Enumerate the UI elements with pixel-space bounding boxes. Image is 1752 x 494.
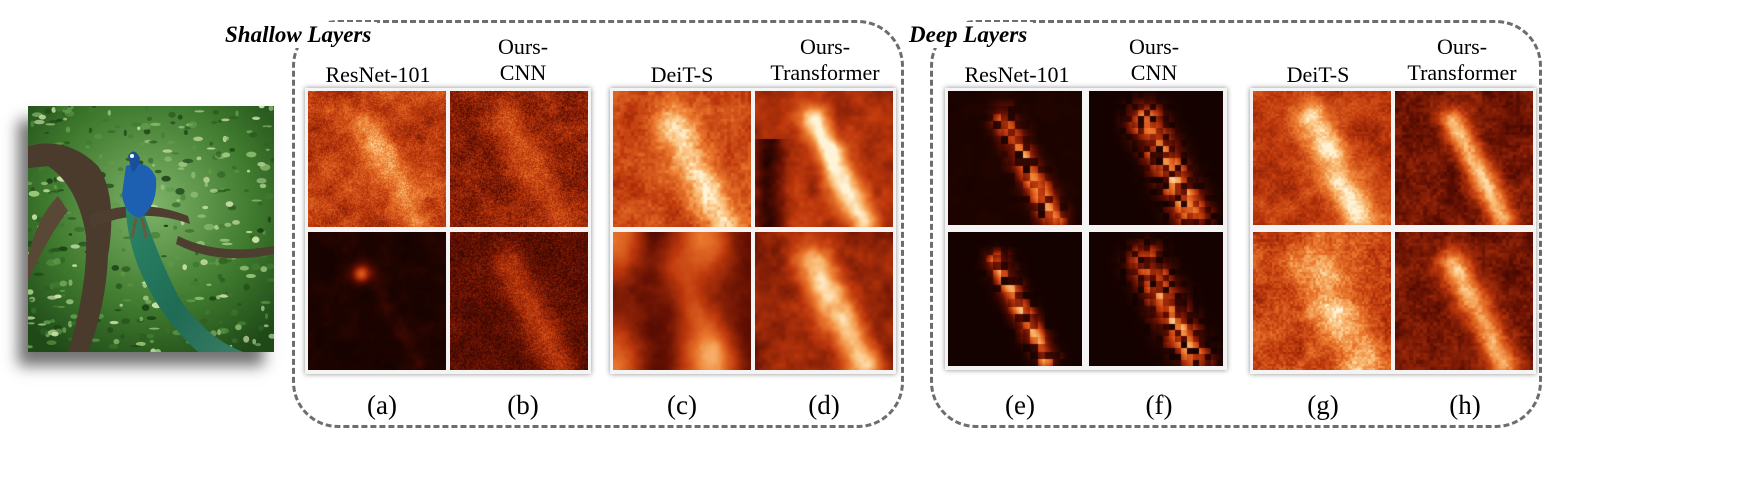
heatmap-g-top [1253,91,1391,225]
column-header-line1: ResNet-101 [964,62,1070,87]
column-header-b: Ours- CNN [443,34,603,86]
heatmap-e-top [948,91,1082,225]
heatmap-f-top [1089,91,1223,225]
heatmap-f-bottom [1089,232,1223,366]
heatmap-h-top [1395,91,1533,225]
subfigure-label-f: (f) [1145,390,1173,420]
column-header-line2: Transformer [770,60,880,85]
column-header-d: Ours- Transformer [745,34,905,86]
column-header-line1: Ours- [799,34,851,59]
peacock-photo [23,103,278,355]
deep-layers-title: Deep Layers [903,22,1034,48]
column-header-e: ResNet-101 [937,62,1097,88]
column-header-line2: CNN [499,60,547,85]
column-header-a: ResNet-101 [298,62,458,88]
heatmap-a-bottom [308,232,446,370]
heatmap-b-bottom [450,232,588,370]
subfigure-label-e: (e) [1005,390,1035,420]
column-header-line1: Ours- [1128,34,1180,59]
heatmap-h-bottom [1395,232,1533,370]
subfigure-label-g: (g) [1307,390,1339,420]
heatmap-b-top [450,91,588,227]
heatmap-a-top [308,91,446,227]
subfigure-label-c: (c) [667,390,697,420]
heatmap-g-bottom [1253,232,1391,370]
column-header-line1: Ours- [497,34,549,59]
heatmap-d-top [755,91,893,227]
column-header-line2: Transformer [1407,60,1517,85]
subfigure-label-d: (d) [808,390,840,420]
subfigure-label-b: (b) [507,390,539,420]
heatmap-e-bottom [948,232,1082,366]
column-header-h: Ours- Transformer [1382,34,1542,86]
heatmap-c-bottom [613,232,751,370]
shallow-layers-title: Shallow Layers [219,22,378,48]
deep-layers-box [930,20,1542,428]
column-header-line1: DeiT-S [650,62,714,87]
column-header-g: DeiT-S [1238,62,1398,88]
column-header-f: Ours- CNN [1074,34,1234,86]
input-image-peacock [23,103,278,355]
subfigure-label-a: (a) [367,390,397,420]
heatmap-d-bottom [755,232,893,370]
heatmap-c-top [613,91,751,227]
column-header-line1: Ours- [1436,34,1488,59]
column-header-line1: ResNet-101 [325,62,431,87]
column-header-line1: DeiT-S [1286,62,1350,87]
column-header-line2: CNN [1130,60,1178,85]
shallow-layers-box [292,20,904,428]
column-header-c: DeiT-S [602,62,762,88]
subfigure-label-h: (h) [1449,390,1481,420]
